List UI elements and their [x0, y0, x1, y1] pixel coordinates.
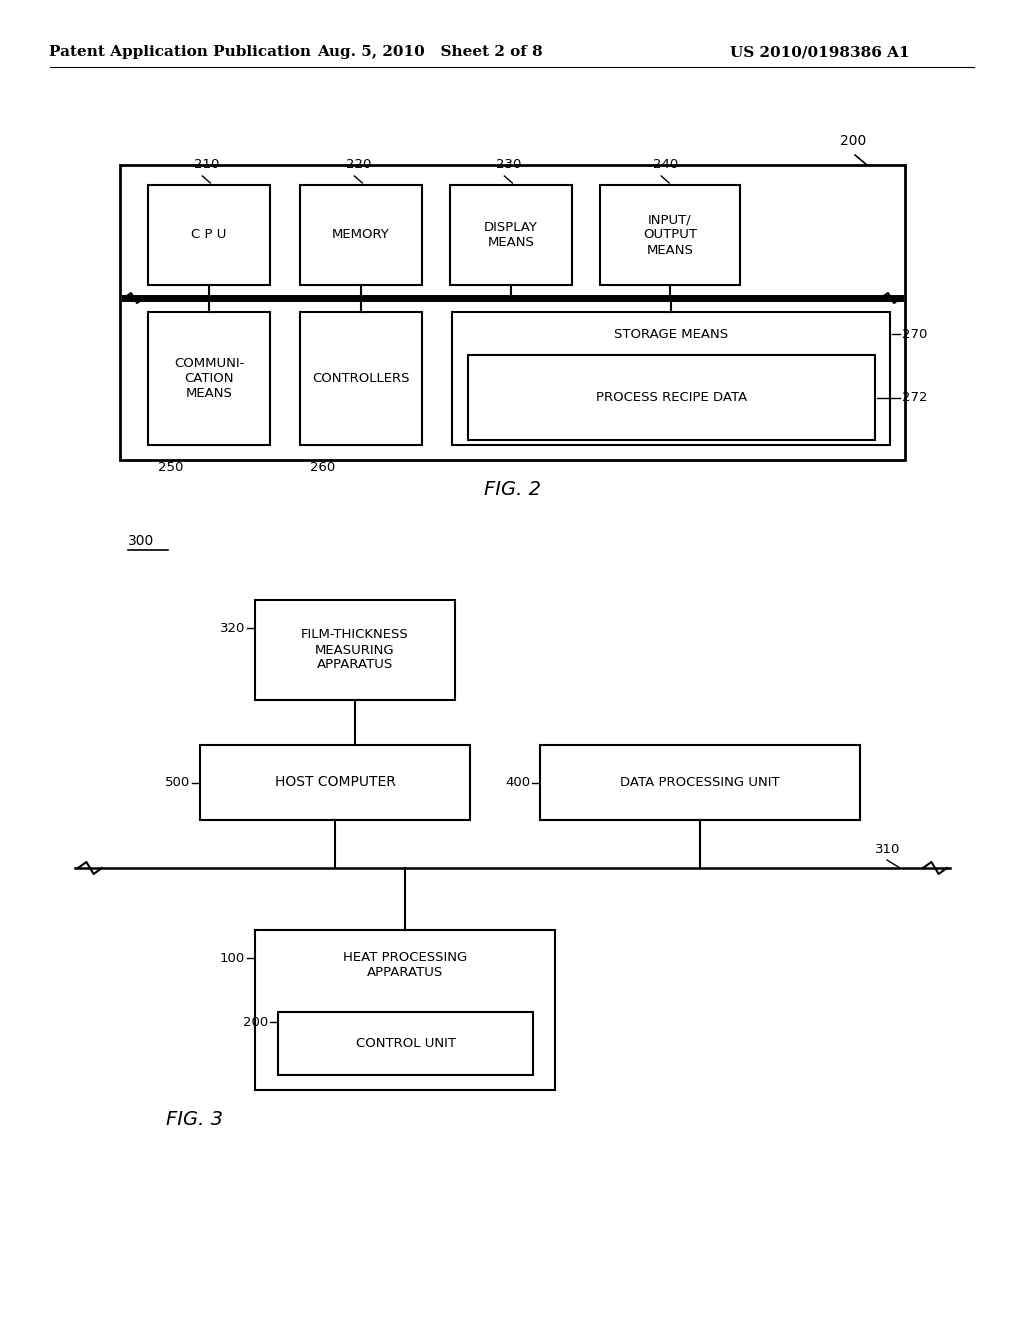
- Text: FIG. 2: FIG. 2: [483, 480, 541, 499]
- Bar: [452, 312, 890, 445]
- Text: 320: 320: [219, 622, 245, 635]
- Text: 300: 300: [128, 535, 155, 548]
- Bar: [450, 185, 572, 285]
- Text: 200: 200: [243, 1015, 268, 1028]
- Text: Aug. 5, 2010   Sheet 2 of 8: Aug. 5, 2010 Sheet 2 of 8: [317, 45, 543, 59]
- Text: 500: 500: [165, 776, 190, 789]
- Text: 220: 220: [346, 158, 372, 172]
- Text: DISPLAY
MEANS: DISPLAY MEANS: [484, 220, 538, 249]
- Text: 260: 260: [310, 461, 335, 474]
- Bar: [540, 744, 860, 820]
- Bar: [200, 744, 470, 820]
- Text: 272: 272: [902, 391, 928, 404]
- Text: HOST COMPUTER: HOST COMPUTER: [274, 776, 395, 789]
- Text: FILM-THICKNESS
MEASURING
APPARATUS: FILM-THICKNESS MEASURING APPARATUS: [301, 628, 409, 672]
- Text: C P U: C P U: [191, 228, 226, 242]
- Text: US 2010/0198386 A1: US 2010/0198386 A1: [730, 45, 909, 59]
- Text: 250: 250: [158, 461, 183, 474]
- Bar: [300, 312, 422, 445]
- Text: COMMUNI-
CATION
MEANS: COMMUNI- CATION MEANS: [174, 356, 244, 400]
- Text: 310: 310: [874, 843, 900, 855]
- Text: 210: 210: [195, 158, 220, 172]
- Bar: [278, 1012, 534, 1074]
- Bar: [148, 185, 270, 285]
- Bar: [468, 355, 874, 440]
- Text: CONTROLLERS: CONTROLLERS: [312, 372, 410, 385]
- Text: INPUT/
OUTPUT
MEANS: INPUT/ OUTPUT MEANS: [643, 214, 697, 256]
- Text: DATA PROCESSING UNIT: DATA PROCESSING UNIT: [621, 776, 780, 789]
- Text: FIG. 3: FIG. 3: [167, 1110, 223, 1129]
- Text: 230: 230: [497, 158, 522, 172]
- Text: Patent Application Publication: Patent Application Publication: [49, 45, 311, 59]
- Text: 270: 270: [902, 327, 928, 341]
- Text: CONTROL UNIT: CONTROL UNIT: [355, 1038, 456, 1049]
- Text: STORAGE MEANS: STORAGE MEANS: [614, 327, 728, 341]
- Text: 400: 400: [505, 776, 530, 789]
- Text: 240: 240: [653, 158, 679, 172]
- Bar: [300, 185, 422, 285]
- Text: 200: 200: [840, 135, 866, 148]
- Text: 100: 100: [220, 952, 245, 965]
- Bar: [148, 312, 270, 445]
- Bar: [255, 931, 555, 1090]
- Bar: [600, 185, 740, 285]
- Bar: [120, 165, 905, 459]
- Text: MEMORY: MEMORY: [332, 228, 390, 242]
- Text: PROCESS RECIPE DATA: PROCESS RECIPE DATA: [596, 391, 748, 404]
- Bar: [255, 601, 455, 700]
- Text: HEAT PROCESSING
APPARATUS: HEAT PROCESSING APPARATUS: [343, 950, 467, 979]
